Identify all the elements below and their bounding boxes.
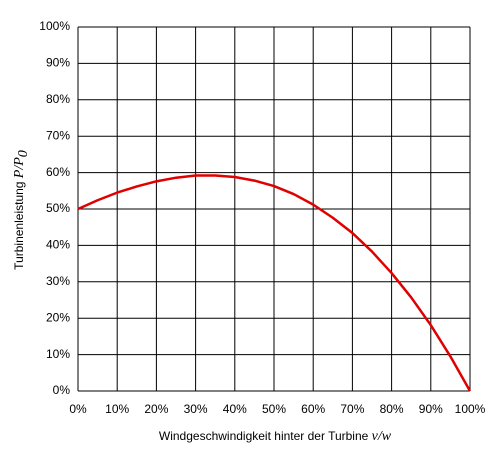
x-tick-label: 30% [184,402,208,416]
y-tick-label: 70% [46,128,70,142]
y-tick-label: 90% [46,56,70,70]
y-axis-label: Turbinenleistung P/P0 [12,150,31,270]
y-label-sub: 0 [16,150,31,157]
y-label-text: Turbinenleistung [12,182,26,270]
y-tick-label: 60% [46,165,70,179]
x-tick-label: 80% [380,402,404,416]
x-tick-label: 50% [262,402,286,416]
x-tick-label: 0% [69,402,87,416]
x-tick-label: 90% [419,402,443,416]
y-tick-label: 50% [46,201,70,215]
y-tick-label: 40% [46,238,70,252]
x-tick-label: 20% [144,402,168,416]
y-tick-label: 80% [46,92,70,106]
x-tick-label: 60% [301,402,325,416]
y-tick-label: 0% [53,383,71,397]
x-tick-label: 100% [455,402,486,416]
x-label-text: Windgeschwindigkeit hinter der Turbine [159,429,369,443]
y-tick-label: 30% [46,274,70,288]
line [77,174,472,392]
y-tick-label: 20% [46,310,70,324]
y-tick-label: 10% [46,347,70,361]
x-tick-label: 70% [340,402,364,416]
y-tick-label: 100% [39,19,70,33]
x-label-math: v/w [372,429,392,444]
y-label-math: P/P [12,157,27,179]
x-tick-label: 40% [223,402,247,416]
x-tick-label: 10% [105,402,129,416]
x-axis-label: Windgeschwindigkeit hinter der Turbine v… [159,429,392,444]
